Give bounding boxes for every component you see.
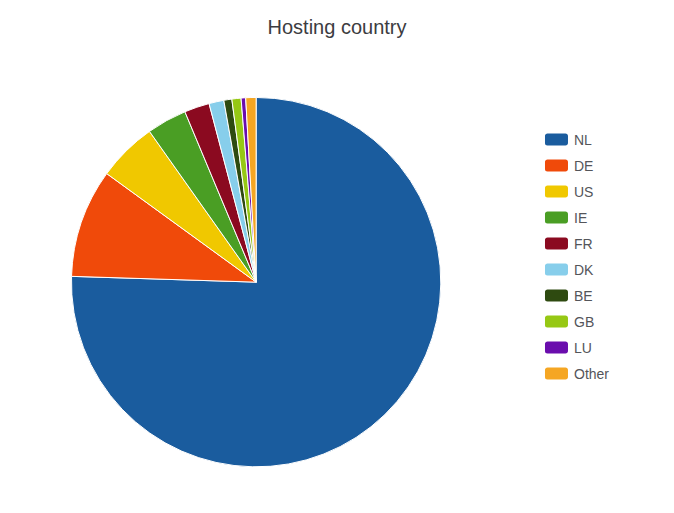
svg-text:DE: DE bbox=[574, 158, 593, 174]
svg-text:Other: Other bbox=[574, 366, 609, 382]
svg-text:GB: GB bbox=[574, 314, 594, 330]
svg-text:FR: FR bbox=[574, 236, 593, 252]
svg-text:IE: IE bbox=[574, 210, 587, 226]
svg-text:Hosting country: Hosting country bbox=[268, 16, 407, 38]
svg-text:US: US bbox=[574, 184, 593, 200]
svg-text:NL: NL bbox=[574, 132, 592, 148]
svg-text:DK: DK bbox=[574, 262, 594, 278]
svg-text:BE: BE bbox=[574, 288, 593, 304]
svg-text:LU: LU bbox=[574, 340, 592, 356]
